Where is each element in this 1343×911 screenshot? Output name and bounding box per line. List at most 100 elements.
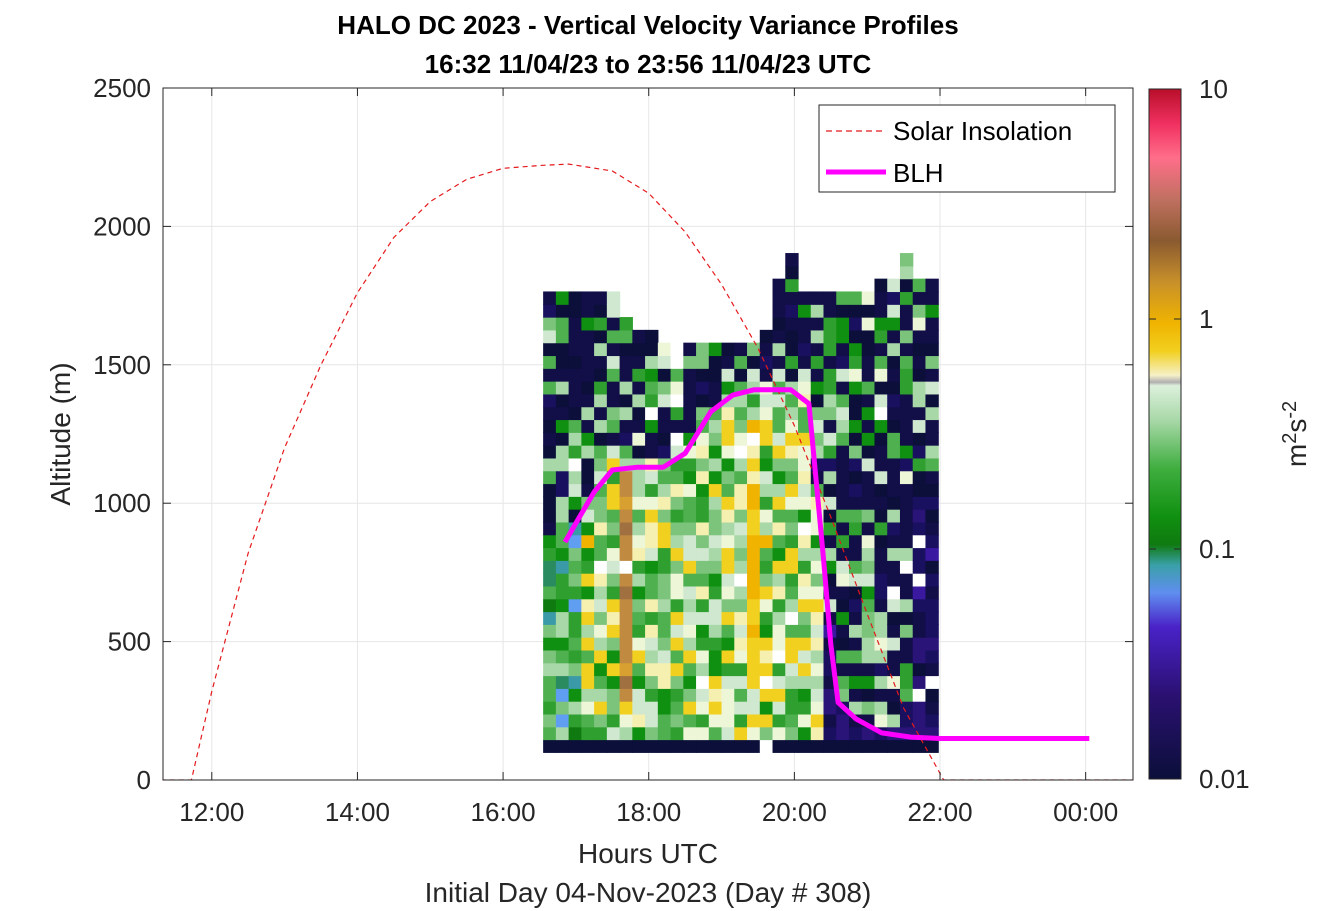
heatmap-cell [721,483,735,497]
heatmap-cell [543,611,557,625]
heatmap-cell [645,496,659,510]
heatmap-cell [645,329,659,344]
heatmap-cell [619,739,633,753]
heatmap-cell [887,624,901,638]
heatmap-cell [925,342,939,357]
heatmap-cell [747,457,761,472]
heatmap-cell [772,432,786,446]
colorbar-gradient [1149,89,1181,779]
heatmap-cell [772,534,786,549]
heatmap-cell [759,393,774,408]
heatmap-cell [555,611,570,625]
heatmap-cell [798,637,812,651]
heatmap-cell [708,560,723,574]
heatmap-cell [823,662,837,677]
heatmap-cell [645,534,659,549]
heatmap-cell [555,560,570,574]
heatmap-cell [861,445,876,459]
heatmap-cell [925,470,939,485]
heatmap-cell [836,496,850,510]
heatmap-cell [798,624,812,638]
heatmap-cell [823,368,837,382]
heatmap-cell [657,637,672,651]
heatmap-cell [848,445,863,459]
heatmap-cell [810,726,825,741]
heatmap-cell [708,355,723,369]
heatmap-cell [759,739,774,753]
heatmap-cell [874,547,888,561]
heatmap-cell [899,585,914,600]
heatmap-cell [874,662,888,677]
heatmap-cell [848,585,863,600]
heatmap-cell [645,649,659,664]
heatmap-cell [721,547,735,561]
heatmap-cell [696,649,710,664]
heatmap-cell [912,278,927,293]
heatmap-cell [772,688,786,702]
legend-label-blh: BLH [893,158,944,188]
heatmap-cell [657,649,672,664]
heatmap-cell [708,393,723,408]
heatmap-cell [708,381,723,395]
heatmap-cell [887,701,901,715]
heatmap-cell [836,432,850,446]
heatmap-cell [632,406,646,421]
heatmap-cell [657,419,672,433]
heatmap-cell [823,381,837,395]
heatmap-cell [543,291,557,305]
heatmap-cell [619,329,633,344]
heatmap-cell [823,573,837,587]
heatmap-cell [772,585,786,600]
heatmap-cell [912,381,927,395]
heatmap-cell [798,342,812,357]
heatmap-cell [594,701,608,715]
heatmap-cell [836,611,850,625]
heatmap-cell [568,483,582,497]
heatmap-cell [594,368,608,382]
heatmap-cell [657,445,672,459]
heatmap-cell [747,496,761,510]
heatmap-cell [836,368,850,382]
heatmap-cell [632,547,646,561]
heatmap-cell [874,432,888,446]
heatmap-cell [721,509,735,523]
heatmap-cell [823,675,837,689]
heatmap-cell [606,547,621,561]
heatmap-cell [696,701,710,715]
heatmap-cell [747,624,761,638]
heatmap-cell [785,675,799,689]
heatmap-cell [594,304,608,318]
heatmap-cell [606,521,621,536]
heatmap-cell [899,547,914,561]
heatmap-cell [798,560,812,574]
heatmap-cell [861,534,876,549]
heatmap-cell [925,381,939,395]
heatmap-cell [708,662,723,677]
heatmap-cell [912,304,927,318]
heatmap-cell [759,368,774,382]
heatmap-cell [721,585,735,600]
heatmap-cell [645,342,659,357]
colorbar-tick-label-3: 10 [1199,74,1228,104]
heatmap-cell [657,432,672,446]
heatmap-cell [747,445,761,459]
heatmap-cell [874,329,888,344]
heatmap-cell [581,317,595,331]
x-tick-label-0: 12:00 [179,797,244,827]
heatmap-cell [708,598,723,613]
heatmap-cell [887,496,901,510]
heatmap-cell [568,393,582,408]
heatmap-cell [747,355,761,369]
heatmap-cell [721,611,735,625]
heatmap-cell [632,445,646,459]
heatmap-cell [861,521,876,536]
heatmap-cell [594,598,608,613]
heatmap-cell [632,598,646,613]
heatmap-cell [772,368,786,382]
heatmap-cell [772,649,786,664]
heatmap-cell [632,432,646,446]
heatmap-cell [785,278,799,293]
heatmap-cell [759,662,774,677]
heatmap-cell [798,496,812,510]
heatmap-cell [581,624,595,638]
